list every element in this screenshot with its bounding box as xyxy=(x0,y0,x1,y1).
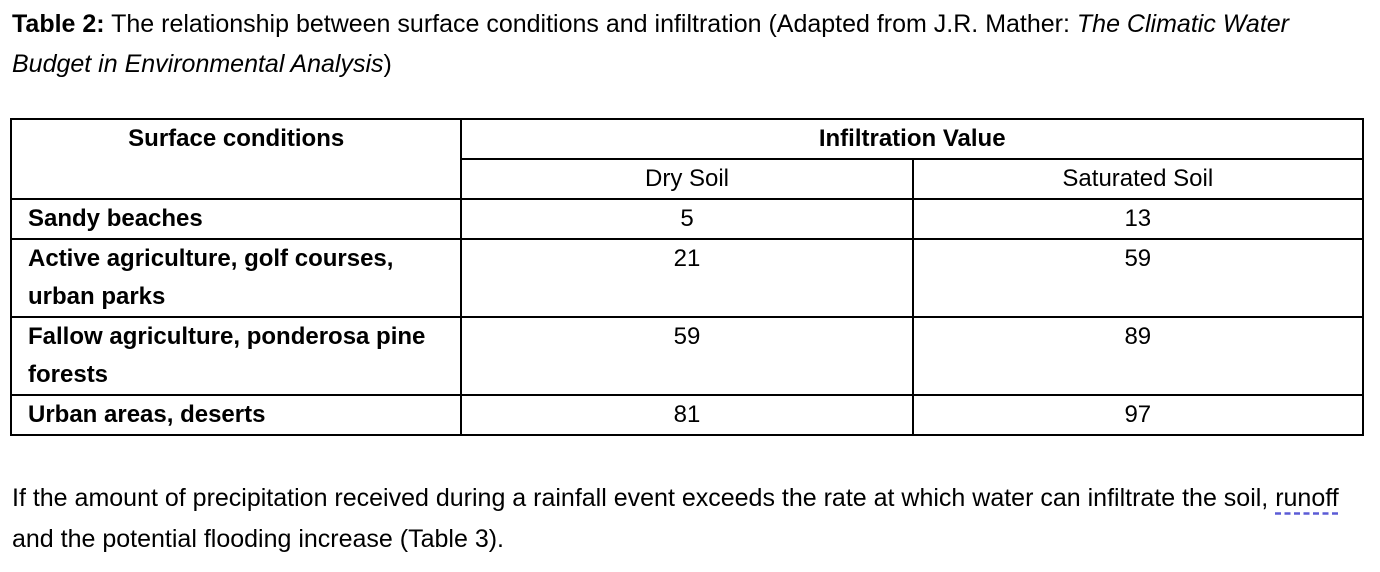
header-row: Dry Soil Saturated Soil xyxy=(11,158,1365,200)
value-cell: 5 xyxy=(460,198,914,240)
header-row: Surface conditions Infiltration Value xyxy=(9,118,1364,200)
value-cell: 97 xyxy=(911,394,1365,436)
paragraph-text: and the potential flooding increase (Tab… xyxy=(12,525,504,553)
row-label: Urban areas, deserts xyxy=(9,394,463,436)
table-row: Sandy beaches 5 13 xyxy=(9,198,1365,240)
table-row: Urban areas, deserts 81 97 xyxy=(9,394,1365,436)
value-cell: 59 xyxy=(911,238,1365,318)
value-cell: 89 xyxy=(911,316,1365,396)
row-label: Sandy beaches xyxy=(9,198,463,240)
paragraph-text: If the amount of precipitation received … xyxy=(12,484,1276,512)
table-caption: Table 2: The relationship between surfac… xyxy=(12,4,1352,84)
row-label: Fallow agriculture, ponderosa pine fores… xyxy=(9,316,463,396)
value-cell: 81 xyxy=(460,394,914,436)
value-cell: 59 xyxy=(460,316,914,396)
infiltration-table: Surface conditions Infiltration Value Dr… xyxy=(9,118,1365,436)
caption-text: The relationship between surface conditi… xyxy=(104,10,1077,38)
header-cell: Saturated Soil xyxy=(911,158,1365,200)
caption-title: The Climatic Water Budget in Environment… xyxy=(12,10,1289,78)
paragraph-word: runoff xyxy=(1275,484,1339,512)
caption-end: ) xyxy=(383,50,392,78)
header-cell: Surface conditions xyxy=(9,118,463,200)
header-cell: Infiltration Value xyxy=(460,118,1364,160)
table-row: Active agriculture, golf courses, urban … xyxy=(9,238,1365,318)
value-cell: 13 xyxy=(911,198,1365,240)
row-label: Active agriculture, golf courses, urban … xyxy=(9,238,463,318)
value-cell: 21 xyxy=(460,238,914,318)
header-cell: Dry Soil xyxy=(460,158,914,200)
caption-label: Table 2: xyxy=(12,10,105,38)
paragraph: If the amount of precipitation received … xyxy=(12,478,1362,560)
table-row: Fallow agriculture, ponderosa pine fores… xyxy=(9,316,1365,396)
